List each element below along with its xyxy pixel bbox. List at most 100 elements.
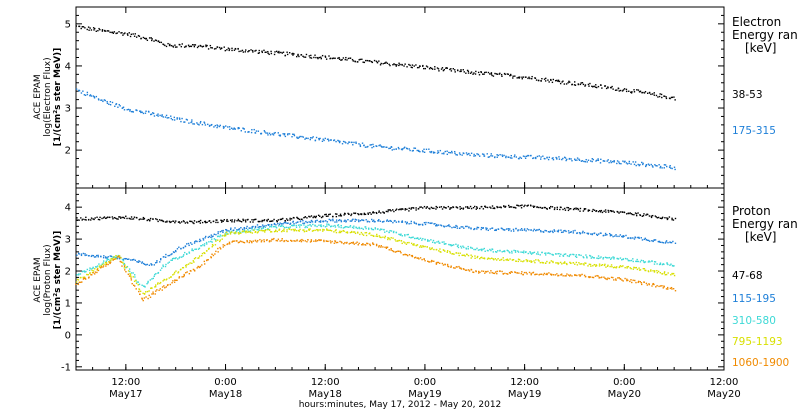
- data-point: [222, 234, 224, 237]
- data-point: [297, 53, 299, 56]
- data-point: [483, 155, 486, 157]
- data-point: [380, 246, 382, 248]
- data-point: [458, 152, 461, 154]
- data-point: [221, 230, 223, 232]
- data-point: [424, 223, 427, 226]
- data-point: [90, 219, 92, 221]
- data-point: [250, 49, 252, 51]
- data-point: [656, 165, 658, 167]
- data-point: [514, 271, 517, 274]
- data-point: [377, 220, 380, 222]
- data-point: [625, 90, 628, 93]
- data-point: [605, 266, 607, 268]
- data-point: [241, 49, 244, 52]
- data-point: [518, 258, 521, 261]
- data-point: [339, 140, 341, 143]
- data-point: [184, 222, 187, 224]
- data-point: [261, 50, 263, 52]
- data-point: [270, 223, 273, 226]
- data-point: [380, 228, 382, 230]
- data-point: [569, 274, 572, 276]
- data-point: [287, 133, 289, 135]
- data-point: [168, 277, 170, 279]
- data-point: [271, 238, 273, 241]
- data-point: [413, 147, 415, 149]
- data-point: [485, 227, 487, 229]
- data-point: [243, 228, 246, 230]
- data-point: [298, 230, 300, 232]
- data-point: [377, 228, 379, 230]
- data-point: [624, 266, 626, 269]
- data-point: [502, 228, 504, 231]
- data-point: [85, 219, 87, 221]
- data-point: [423, 258, 425, 261]
- data-point: [610, 234, 613, 236]
- data-point: [241, 230, 244, 233]
- data-point: [487, 270, 489, 273]
- data-point: [597, 255, 600, 257]
- data-point: [568, 208, 571, 210]
- data-point: [548, 252, 550, 254]
- data-point: [345, 142, 347, 144]
- data-point: [663, 263, 665, 266]
- data-point: [336, 241, 339, 244]
- data-point: [661, 263, 664, 266]
- data-point: [472, 271, 475, 274]
- data-point: [563, 156, 566, 159]
- data-point: [538, 228, 541, 231]
- data-point: [504, 73, 506, 76]
- data-point: [390, 220, 392, 223]
- data-point: [613, 211, 615, 213]
- data-point: [390, 230, 393, 232]
- data-point: [487, 71, 490, 74]
- data-point: [339, 230, 341, 233]
- data-point: [290, 224, 293, 227]
- data-point: [115, 254, 117, 257]
- data-point: [483, 73, 485, 75]
- data-point: [665, 96, 667, 98]
- data-point: [393, 230, 395, 233]
- data-point: [355, 227, 358, 229]
- data-point: [618, 235, 620, 238]
- data-point: [399, 250, 402, 253]
- data-point: [157, 40, 159, 43]
- data-point: [168, 117, 170, 119]
- data-point: [329, 240, 332, 242]
- data-point: [474, 248, 477, 251]
- data-point: [589, 160, 592, 162]
- data-point: [106, 100, 108, 103]
- data-point: [153, 264, 156, 266]
- data-point: [501, 155, 504, 158]
- data-point: [504, 205, 507, 208]
- data-point: [547, 252, 549, 254]
- data-point: [658, 263, 661, 266]
- data-point: [489, 228, 491, 230]
- data-point: [130, 259, 132, 261]
- data-point: [261, 239, 263, 242]
- data-point: [575, 261, 578, 264]
- data-point: [368, 60, 370, 62]
- data-point: [346, 231, 349, 233]
- data-point: [210, 256, 212, 258]
- data-point: [440, 225, 443, 227]
- data-point: [576, 274, 578, 277]
- data-point: [316, 225, 318, 228]
- data-point: [509, 157, 512, 159]
- data-point: [358, 213, 360, 216]
- data-point: [526, 205, 529, 207]
- data-point: [106, 258, 108, 260]
- data-point: [503, 154, 505, 157]
- data-point: [244, 221, 247, 223]
- data-point: [642, 162, 644, 165]
- data-point: [617, 258, 620, 260]
- data-point: [187, 44, 190, 46]
- data-point: [80, 281, 82, 284]
- data-point: [159, 282, 161, 285]
- data-point: [648, 283, 650, 285]
- data-point: [148, 37, 151, 39]
- data-point: [102, 100, 104, 103]
- data-point: [590, 257, 592, 259]
- data-point: [375, 243, 378, 246]
- data-point: [416, 257, 418, 259]
- data-point: [107, 30, 110, 32]
